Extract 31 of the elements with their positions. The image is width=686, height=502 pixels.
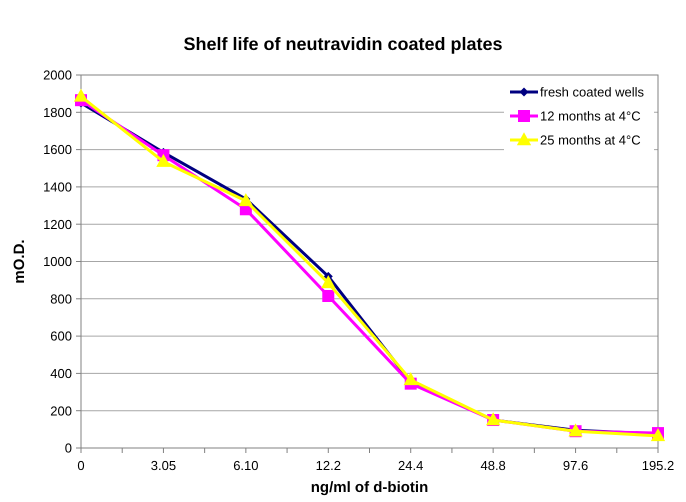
- legend-label: 12 months at 4°C: [540, 108, 641, 124]
- point: [404, 372, 418, 386]
- y-tick-label: 1800: [43, 104, 72, 120]
- y-tick-label: 200: [50, 403, 72, 418]
- y-tick-label: 0: [64, 440, 72, 456]
- x-tick-label: 0: [77, 458, 85, 473]
- x-tick-label: 6.10: [233, 458, 259, 473]
- point: [322, 290, 334, 302]
- y-tick-label: 1600: [43, 142, 72, 158]
- y-tick-label: 1200: [43, 216, 72, 232]
- y-tick-label: 1400: [43, 179, 72, 194]
- point: [238, 193, 254, 206]
- y-tick-label: 800: [50, 291, 72, 306]
- x-tick-label: 3.05: [150, 458, 176, 473]
- y-tick-label: 600: [50, 328, 72, 344]
- legend-label: fresh coated wells: [540, 84, 645, 100]
- chart-title: Shelf life of neutravidin coated plates: [183, 34, 503, 54]
- x-axis-title: ng/ml of d-biotin: [310, 479, 428, 496]
- y-tick-label: 1000: [43, 254, 72, 270]
- point: [74, 88, 88, 102]
- x-tick-label: 195.2: [642, 458, 674, 473]
- x-tick-label: 97.6: [562, 458, 588, 473]
- point: [321, 275, 336, 288]
- legend-label: 25 months at 4°C: [540, 132, 641, 148]
- y-tick-label: 2000: [43, 68, 72, 83]
- point: [156, 154, 171, 167]
- x-tick-label: 24.4: [398, 458, 424, 473]
- y-tick-label: 400: [50, 366, 72, 381]
- x-tick-label: 12.2: [316, 458, 341, 473]
- x-tick-label: 48.8: [480, 458, 506, 473]
- y-axis-title: mO.D.: [11, 239, 28, 284]
